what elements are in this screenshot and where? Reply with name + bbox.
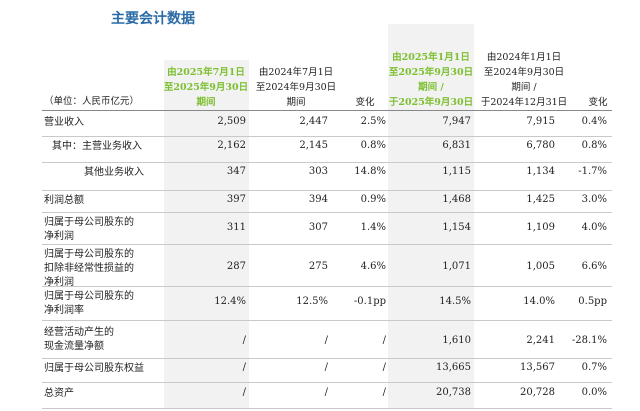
cell-v3: 14.5% bbox=[439, 296, 471, 307]
header-q3-2025: 由2025年7月1日 至2025年9月30日 期间 bbox=[163, 67, 249, 108]
row-divider bbox=[42, 244, 612, 245]
cell-v1: / bbox=[242, 387, 246, 398]
cell-v2: / bbox=[324, 335, 328, 346]
row-label: 其他业务收入 bbox=[84, 167, 144, 178]
highlight-col-ytd-2025 bbox=[388, 24, 474, 408]
row-label: 归属于母公司股东的 净利润 bbox=[44, 217, 134, 242]
cell-v4: 20,728 bbox=[520, 387, 555, 398]
cell-v1: 287 bbox=[226, 261, 246, 272]
cell-v4: 1,005 bbox=[526, 261, 555, 272]
cell-c1: 14.8% bbox=[354, 166, 386, 177]
cell-c2: 3.0% bbox=[581, 194, 607, 205]
header-change-q: 变化 bbox=[355, 97, 375, 108]
cell-c1: 0.9% bbox=[360, 194, 386, 205]
cell-c2: 0.8% bbox=[581, 140, 607, 151]
row-divider bbox=[42, 136, 612, 137]
cell-v2: 303 bbox=[308, 166, 328, 177]
row-divider bbox=[42, 190, 612, 191]
cell-c2: 0.5pp bbox=[578, 296, 607, 307]
cell-c1: / bbox=[382, 335, 386, 346]
cell-v1: 311 bbox=[226, 222, 246, 233]
row-divider bbox=[42, 162, 612, 163]
cell-c2: 0.0% bbox=[581, 387, 607, 398]
cell-v2: 275 bbox=[308, 261, 328, 272]
cell-v1: 347 bbox=[226, 166, 246, 177]
cell-v3: 20,738 bbox=[436, 387, 471, 398]
cell-v1: / bbox=[242, 362, 246, 373]
row-label: 归属于母公司股东的 扣除非经常性损益的 净利润 bbox=[44, 249, 134, 288]
row-label: 其中：主营业务收入 bbox=[52, 141, 142, 152]
cell-c2: 0.4% bbox=[581, 116, 607, 127]
header-change-ytd: 变化 bbox=[588, 97, 608, 108]
row-label: 总资产 bbox=[44, 388, 74, 399]
cell-v2: / bbox=[324, 387, 328, 398]
cell-c2: 4.0% bbox=[581, 222, 607, 233]
cell-v4: 1,109 bbox=[526, 222, 555, 233]
cell-v2: 394 bbox=[308, 194, 328, 205]
header-ytd-2025: 由2025年1月1日 至2025年9月30日 期间 / 于2025年9月30日 bbox=[388, 52, 474, 108]
cell-v2: 2,145 bbox=[299, 140, 328, 151]
cell-v4: 2,241 bbox=[526, 335, 555, 346]
cell-v3: 13,665 bbox=[436, 362, 471, 373]
row-label: 经营活动产生的 现金流量净额 bbox=[44, 327, 114, 352]
cell-v3: 1,610 bbox=[442, 335, 471, 346]
page-title: 主要会计数据 bbox=[111, 11, 195, 27]
header-ytd-2024: 由2024年1月1日 至2024年9月30日 期间 / 于2024年12月31日 bbox=[480, 52, 568, 108]
row-label: 归属于母公司股东的 净利润率 bbox=[44, 291, 134, 316]
cell-v3: 1,468 bbox=[442, 194, 471, 205]
cell-v4: 7,915 bbox=[526, 116, 555, 127]
cell-c2: 6.6% bbox=[581, 261, 607, 272]
cell-v2: 307 bbox=[308, 222, 328, 233]
row-divider bbox=[42, 286, 612, 287]
header-divider bbox=[42, 110, 612, 111]
cell-c1: / bbox=[382, 387, 386, 398]
row-divider bbox=[42, 382, 612, 383]
cell-v1: 397 bbox=[226, 194, 246, 205]
cell-v4: 13,567 bbox=[520, 362, 555, 373]
cell-v2: / bbox=[324, 362, 328, 373]
row-divider bbox=[42, 212, 612, 213]
cell-c1: -0.1pp bbox=[353, 296, 386, 307]
cell-v4: 14.0% bbox=[523, 296, 555, 307]
unit-label: （单位：人民币亿元） bbox=[44, 96, 140, 107]
cell-c1: 2.5% bbox=[360, 116, 386, 127]
cell-v2: 2,447 bbox=[299, 116, 328, 127]
header-q3-2024: 由2024年7月1日 至2024年9月30日 期间 bbox=[255, 67, 337, 108]
cell-v1: 12.4% bbox=[214, 296, 246, 307]
cell-v3: 1,154 bbox=[442, 222, 471, 233]
cell-v3: 1,115 bbox=[442, 166, 471, 177]
row-label: 利润总额 bbox=[44, 195, 84, 206]
highlight-col-q3-2025 bbox=[164, 60, 249, 408]
cell-c2: 0.7% bbox=[581, 362, 607, 373]
row-divider bbox=[42, 408, 612, 409]
cell-v3: 1,071 bbox=[442, 261, 471, 272]
cell-c1: 4.6% bbox=[360, 261, 386, 272]
row-divider bbox=[42, 358, 612, 359]
cell-v3: 6,831 bbox=[442, 140, 471, 151]
cell-v1: 2,162 bbox=[217, 140, 246, 151]
cell-c1: / bbox=[382, 362, 386, 373]
row-divider bbox=[42, 320, 612, 321]
cell-c1: 0.8% bbox=[360, 140, 386, 151]
cell-c1: 1.4% bbox=[360, 222, 386, 233]
cell-v4: 6,780 bbox=[526, 140, 555, 151]
cell-v4: 1,425 bbox=[526, 194, 555, 205]
row-label: 归属于母公司股东权益 bbox=[44, 363, 144, 374]
cell-c2: -1.7% bbox=[578, 166, 607, 177]
row-label: 营业收入 bbox=[44, 117, 84, 128]
cell-v2: 12.5% bbox=[296, 296, 328, 307]
cell-v4: 1,134 bbox=[526, 166, 555, 177]
cell-v3: 7,947 bbox=[442, 116, 471, 127]
cell-v1: / bbox=[242, 335, 246, 346]
cell-v1: 2,509 bbox=[217, 116, 246, 127]
cell-c2: -28.1% bbox=[571, 335, 607, 346]
